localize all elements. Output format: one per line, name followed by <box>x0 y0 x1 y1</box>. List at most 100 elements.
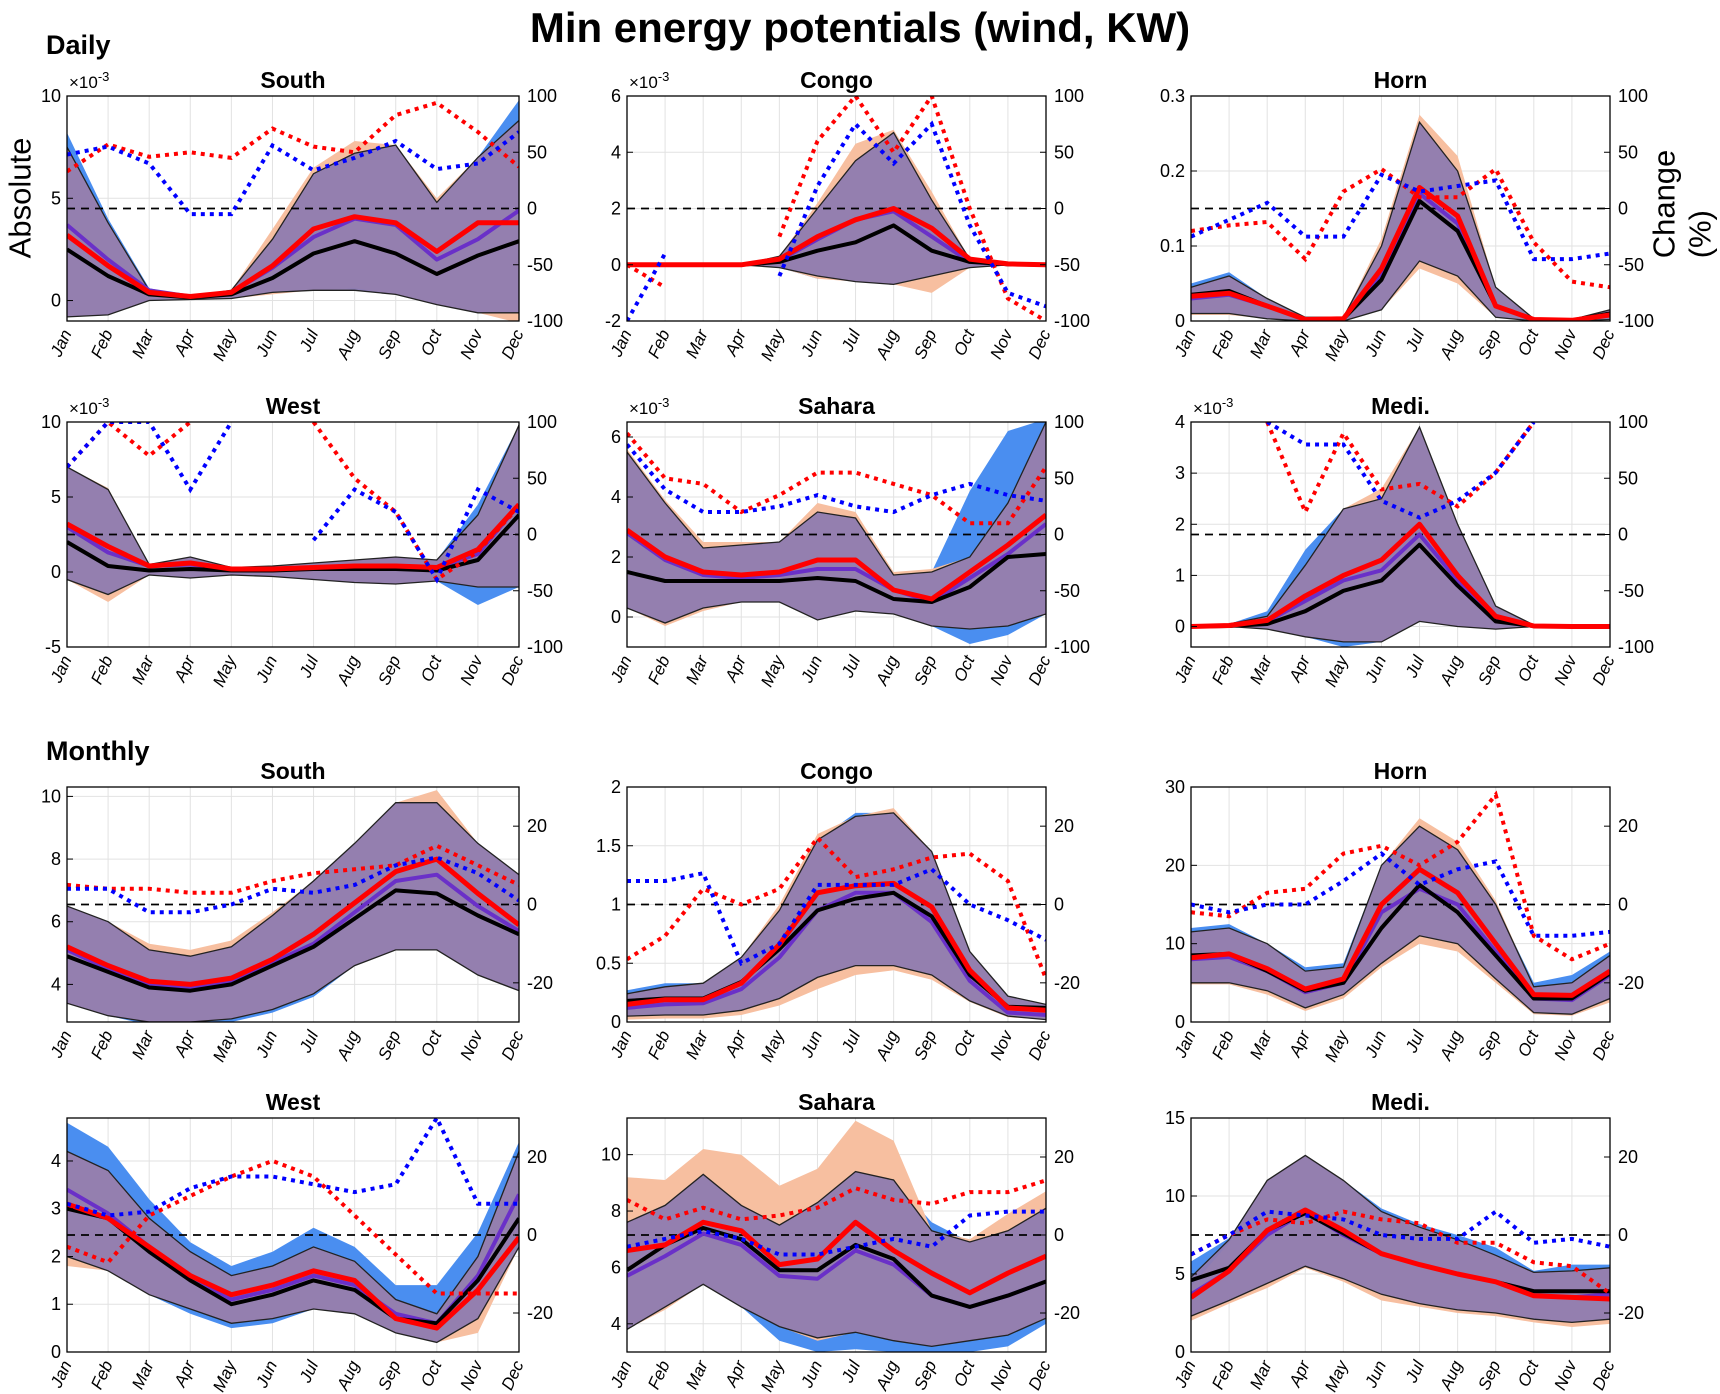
x-tick-label: May <box>757 651 788 689</box>
y-tick-label: 10 <box>41 86 61 106</box>
x-tick-label: Aug <box>333 1027 364 1064</box>
x-tick-label: Sep <box>910 327 940 362</box>
x-tick-label: Feb <box>87 1028 117 1063</box>
y-tick-label: 2 <box>1175 514 1185 534</box>
y-tick-label: 10 <box>1165 934 1185 954</box>
y-tick-label: 3 <box>51 1199 61 1219</box>
y2-tick-label: 0 <box>527 895 537 915</box>
y-tick-label: 5 <box>51 487 61 507</box>
red-series-line <box>627 1219 1046 1296</box>
y-tick-label: 0 <box>1175 1342 1185 1362</box>
red-dotted-change-line <box>67 100 519 174</box>
x-tick-label: Jan <box>46 327 75 361</box>
x-tick-label: Oct <box>950 326 979 359</box>
envelope-lower <box>67 949 519 1022</box>
x-tick-label: Dec <box>498 652 528 688</box>
fill-purple-band <box>1191 122 1610 321</box>
x-tick-label: Sep <box>1474 327 1504 362</box>
x-tick-label: Aug <box>333 652 364 689</box>
x-tick-label: Jul <box>1401 326 1428 356</box>
y2-tick-label: 100 <box>1054 412 1084 432</box>
x-tick-label: Jul <box>1401 1027 1428 1057</box>
x-tick-label: May <box>209 325 240 363</box>
x-tick-label: Oct <box>1514 1027 1543 1060</box>
y2-tick-label: 0 <box>527 199 537 219</box>
x-tick-label: Mar <box>1246 1026 1276 1062</box>
red-series-line <box>1191 521 1610 629</box>
y2-tick-label: 50 <box>527 142 547 162</box>
panel-title: Medi. <box>1371 393 1430 419</box>
x-tick-label: Jan <box>46 1028 75 1062</box>
y2-tick-label: 20 <box>1618 816 1638 836</box>
envelope-lower <box>1191 260 1610 321</box>
y-tick-label: 3 <box>1175 463 1185 483</box>
x-tick-label: Feb <box>644 1358 674 1393</box>
purple-series-line <box>627 890 1046 1017</box>
x-tick-label: Feb <box>1208 1358 1238 1393</box>
x-tick-label: Dec <box>1589 1027 1619 1063</box>
y2-tick-label: 0 <box>1054 525 1064 545</box>
x-tick-label: Dec <box>498 326 528 362</box>
x-tick-label: Sep <box>910 1358 940 1393</box>
panel-monthly-sahara: 4 6 8 10 -20 0 20 Jan Feb Mar Apr May Jun Jul Aug Sep Oc… <box>601 1089 1080 1394</box>
red-series-line <box>1191 1207 1610 1302</box>
fill-purple-band <box>627 812 1046 1020</box>
y2-tick-label: -100 <box>527 311 563 331</box>
x-tick-label: Mar <box>128 651 158 687</box>
y2-tick-label: 0 <box>1618 1225 1628 1245</box>
y-tick-label: 4 <box>611 142 621 162</box>
y-tick-label: 0.1 <box>1160 236 1185 256</box>
blue-dotted-change-line <box>67 855 519 915</box>
plot-area <box>67 1118 519 1344</box>
x-tick-label: Jun <box>797 1028 826 1062</box>
envelope-lower <box>1191 1265 1610 1324</box>
x-tick-label: Apr <box>1285 325 1314 359</box>
x-tick-label: Nov <box>457 1026 488 1063</box>
red-series-line <box>67 214 519 299</box>
panel-title: Horn <box>1374 67 1428 93</box>
x-tick-label: Feb <box>644 1028 674 1063</box>
envelope-lower <box>67 1246 519 1344</box>
x-tick-label: Apr <box>1285 1356 1314 1390</box>
x-tick-label: May <box>1321 1356 1352 1394</box>
y-tick-label: 1 <box>51 1294 61 1314</box>
x-tick-label: Dec <box>498 1357 528 1393</box>
x-tick-label: Sep <box>1474 1358 1504 1393</box>
y2-tick-label: 0 <box>1054 1225 1064 1245</box>
x-tick-label: Jan <box>1170 327 1199 361</box>
black-series-line <box>627 552 1046 604</box>
x-tick-label: Jun <box>1361 653 1390 687</box>
x-tick-label: Jan <box>606 653 635 687</box>
x-tick-label: Jul <box>295 326 322 356</box>
x-tick-label: Nov <box>1551 325 1582 362</box>
black-series-line <box>67 1206 519 1326</box>
panel-monthly-congo: 0 0.5 1 1.5 2 -20 0 20 Jan Feb Mar Apr May Jun Jul Aug S… <box>596 758 1080 1065</box>
x-tick-label: Nov <box>987 651 1018 688</box>
x-tick-label: Jan <box>46 1358 75 1392</box>
y2-tick-label: 50 <box>1054 468 1074 488</box>
x-tick-label: Feb <box>87 327 117 362</box>
x-tick-label: Oct <box>417 326 446 359</box>
red-series-line <box>627 513 1046 602</box>
x-tick-label: May <box>209 1026 240 1064</box>
x-tick-label: Feb <box>87 1358 117 1393</box>
y-tick-label: 6 <box>611 1257 621 1277</box>
y-tick-label: 5 <box>1175 1264 1185 1284</box>
x-tick-label: Jul <box>295 1027 322 1057</box>
blue-dotted-change-line <box>1266 422 1536 520</box>
y-tick-label: -5 <box>45 637 61 657</box>
x-tick-label: Aug <box>872 652 903 689</box>
x-tick-label: Feb <box>87 653 117 688</box>
panel-monthly-horn: 0 10 20 30 -20 0 20 Jan Feb Mar Apr May Jun Jul Aug Sep… <box>1165 758 1644 1065</box>
fill-purple-band <box>627 132 1046 285</box>
red-series-line <box>627 880 1046 1013</box>
y2-tick-label: 0 <box>1054 895 1064 915</box>
x-tick-label: Nov <box>1551 1356 1582 1393</box>
red-series-line <box>67 502 519 572</box>
blue-dotted-change-line <box>1191 851 1610 938</box>
panel-monthly-west: 0 1 2 3 4 -20 0 20 Jan Feb Mar Apr May Jun Jul Aug Sep Oc… <box>46 1089 553 1394</box>
x-tick-label: Oct <box>417 652 446 685</box>
y-tick-label: 1.5 <box>596 836 621 856</box>
panel-title: Sahara <box>798 393 875 419</box>
